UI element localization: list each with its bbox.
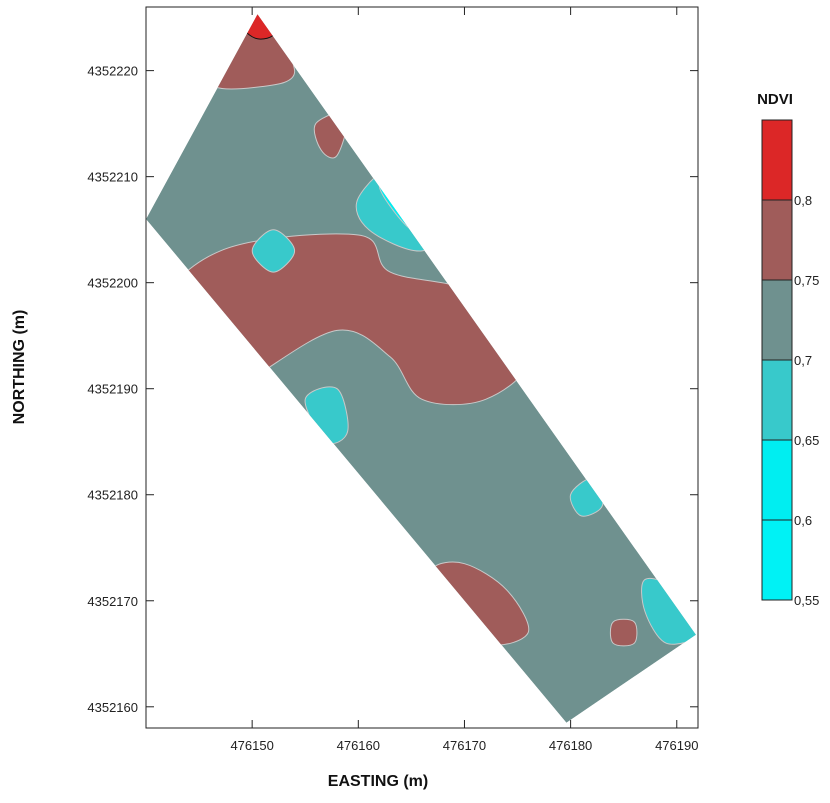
legend-swatch xyxy=(762,440,792,520)
y-tick-label: 4352160 xyxy=(87,700,138,715)
legend-colorbar: 0,55 0,6 0,65 0,7 0,75 0,8 xyxy=(761,119,819,608)
y-tick-label: 4352220 xyxy=(87,64,138,79)
y-tick-label: 4352200 xyxy=(87,276,138,291)
x-tick-label: 476170 xyxy=(443,738,486,753)
contour-region-8 xyxy=(251,229,296,273)
x-tick-label: 476150 xyxy=(230,738,273,753)
legend-label: 0,6 xyxy=(794,513,812,528)
y-tick-label: 4352170 xyxy=(87,594,138,609)
legend-swatch xyxy=(762,520,792,600)
y-tick-label: 4352210 xyxy=(87,170,138,185)
legend-swatch xyxy=(762,120,792,200)
legend-swatch xyxy=(762,200,792,280)
y-axis-label: NORTHING (m) xyxy=(11,310,28,425)
legend-label: 0,65 xyxy=(794,433,819,448)
y-tick-label: 4352190 xyxy=(87,382,138,397)
x-axis-ticks: 476150 476160 476170 476180 476190 xyxy=(230,7,698,753)
y-tick-label: 4352180 xyxy=(87,488,138,503)
x-axis-label: EASTING (m) xyxy=(328,773,428,790)
legend-label: 0,75 xyxy=(794,273,819,288)
legend-label: 0,55 xyxy=(794,593,819,608)
x-tick-label: 476180 xyxy=(549,738,592,753)
y-axis-ticks: 4352160 4352170 4352180 4352190 4352200 43522… xyxy=(87,64,698,715)
legend-title: NDVI xyxy=(757,91,793,108)
legend-swatch xyxy=(762,360,792,440)
contour-region-6 xyxy=(609,618,638,647)
legend-swatch xyxy=(762,280,792,360)
x-tick-label: 476160 xyxy=(337,738,380,753)
legend-label: 0,7 xyxy=(794,353,812,368)
x-tick-label: 476190 xyxy=(655,738,698,753)
legend-label: 0,8 xyxy=(794,193,812,208)
